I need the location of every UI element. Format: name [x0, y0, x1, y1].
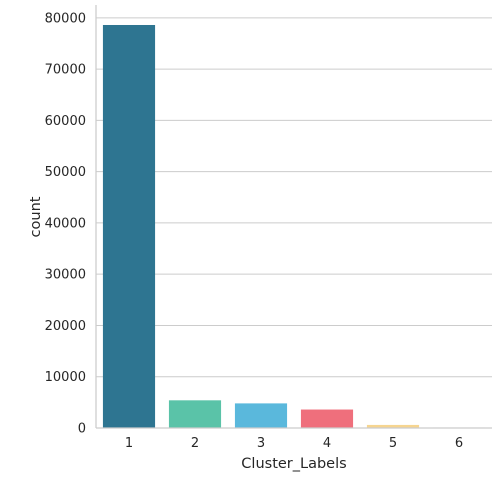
- y-axis-label: count: [28, 196, 44, 237]
- x-tick-label: 4: [323, 436, 331, 451]
- x-tick-label: 6: [455, 436, 463, 451]
- y-tick-label: 20000: [45, 319, 86, 334]
- y-tick-label: 70000: [45, 63, 86, 78]
- y-tick-labels: 0 10000 20000 30000 40000 50000 60000 70000 8000…: [45, 11, 86, 436]
- x-tick-label: 3: [257, 436, 265, 451]
- bars: [102, 24, 486, 428]
- x-tick-labels: 1 2 3 4 5 6: [125, 436, 463, 451]
- y-tick-label: 30000: [45, 268, 86, 283]
- y-tick-label: 40000: [45, 216, 86, 231]
- x-tick-label: 5: [389, 436, 397, 451]
- y-tick-label: 80000: [45, 11, 86, 26]
- y-tick-label: 50000: [45, 165, 86, 180]
- bar-cluster-2: [168, 400, 222, 428]
- x-tick-label: 1: [125, 436, 133, 451]
- y-tick-label: 0: [78, 422, 86, 437]
- x-axis-label: Cluster_Labels: [241, 456, 346, 472]
- x-tick-label: 2: [191, 436, 199, 451]
- y-tick-label: 60000: [45, 114, 86, 129]
- bar-cluster-3: [234, 403, 288, 428]
- bar-cluster-4: [300, 409, 354, 428]
- bar-cluster-5: [366, 424, 420, 428]
- y-tick-label: 10000: [45, 370, 86, 385]
- bar-cluster-1: [102, 24, 156, 428]
- grid-lines: [96, 17, 492, 378]
- axis-spines: [95, 5, 492, 429]
